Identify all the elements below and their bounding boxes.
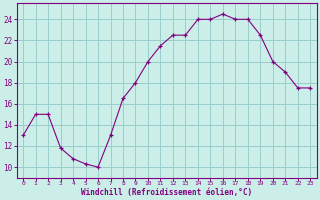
- X-axis label: Windchill (Refroidissement éolien,°C): Windchill (Refroidissement éolien,°C): [81, 188, 252, 197]
